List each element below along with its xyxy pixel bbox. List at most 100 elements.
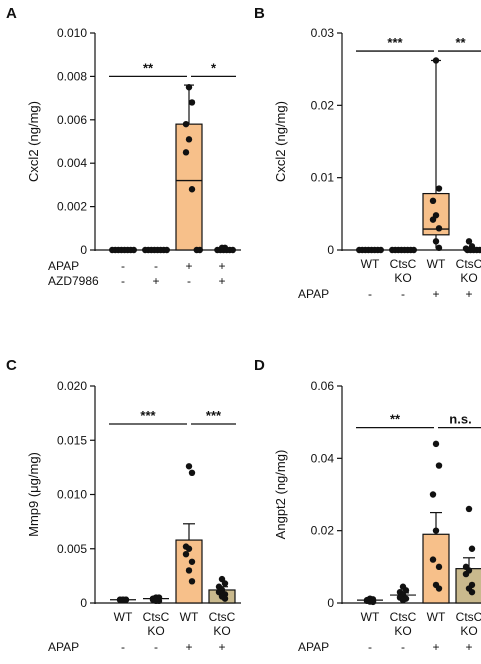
y-axis-label: Cxcl2 (ng/mg)	[273, 101, 288, 182]
significance-label: n.s.	[449, 412, 471, 427]
data-point	[185, 463, 193, 470]
y-tick-label: 0.010	[57, 26, 87, 40]
y-tick-label: 0	[327, 243, 334, 257]
y-tick-label: 0.01	[311, 171, 335, 185]
data-point	[435, 244, 443, 252]
y-tick-label: 0	[80, 596, 87, 610]
data-point	[468, 588, 476, 596]
x-category-label: KO	[394, 271, 411, 285]
data-point	[429, 197, 437, 205]
condition-value: -	[401, 640, 405, 654]
condition-value: -	[154, 259, 158, 273]
data-point	[188, 578, 196, 585]
data-point	[221, 595, 229, 602]
panel-letter-C: C	[6, 357, 17, 374]
x-category-label: CtsC	[390, 610, 417, 624]
y-tick-label: 0.010	[57, 488, 87, 502]
x-category-label: WT	[180, 610, 199, 624]
significance-label: **	[390, 412, 401, 427]
condition-label: APAP	[48, 640, 79, 654]
condition-value: +	[218, 640, 225, 654]
condition-value: -	[121, 259, 125, 273]
y-tick-label: 0.02	[311, 524, 335, 538]
data-point	[185, 84, 193, 91]
condition-label: AZD7986	[48, 274, 99, 288]
data-point	[435, 462, 443, 469]
y-tick-label: 0	[80, 243, 87, 257]
data-point	[476, 246, 481, 254]
condition-value: +	[465, 287, 472, 301]
data-point	[410, 246, 417, 254]
data-point	[188, 469, 196, 476]
data-point	[432, 57, 440, 64]
condition-value: -	[121, 274, 125, 288]
x-category-label: CtsC	[143, 610, 170, 624]
data-point	[402, 587, 410, 594]
bar-2	[422, 533, 450, 604]
data-point	[429, 556, 437, 563]
data-point	[182, 120, 190, 128]
data-point	[432, 238, 440, 245]
condition-value: -	[121, 640, 125, 654]
condition-label: APAP	[298, 287, 329, 301]
significance-label: ***	[206, 408, 222, 423]
y-axis-label: Mmp9 (μg/mg)	[26, 452, 41, 537]
condition-value: +	[432, 640, 439, 654]
data-point	[196, 246, 203, 254]
condition-label: APAP	[298, 640, 329, 654]
data-point	[185, 545, 193, 552]
x-category-label: KO	[460, 624, 477, 638]
y-tick-label: 0.004	[57, 156, 87, 170]
data-point	[429, 216, 437, 223]
condition-value: +	[432, 287, 439, 301]
condition-value: +	[185, 259, 192, 273]
data-point	[399, 596, 407, 604]
box-2	[175, 123, 203, 251]
data-point	[229, 246, 236, 254]
data-point	[221, 580, 229, 587]
x-category-label: KO	[460, 271, 477, 285]
significance-label: ***	[140, 408, 156, 423]
data-point	[188, 186, 196, 193]
y-tick-label: 0.006	[57, 113, 87, 127]
x-category-label: KO	[394, 624, 411, 638]
significance-label: **	[143, 60, 154, 75]
data-point	[182, 550, 190, 558]
significance-label: **	[455, 35, 466, 50]
x-category-label: WT	[361, 610, 380, 624]
data-point	[465, 238, 473, 245]
data-point	[119, 596, 127, 603]
condition-value: +	[152, 274, 159, 288]
data-point	[188, 99, 196, 106]
data-point	[432, 440, 440, 448]
y-axis-label: Angpt2 (ng/mg)	[273, 450, 288, 540]
condition-label: APAP	[48, 259, 79, 273]
significance-label: ***	[387, 35, 403, 50]
data-point	[188, 558, 196, 565]
condition-value: -	[368, 640, 372, 654]
data-point	[468, 545, 476, 552]
y-tick-label: 0.002	[57, 200, 87, 214]
y-tick-label: 0.020	[57, 379, 87, 393]
data-point	[182, 149, 190, 156]
significance-label: *	[211, 60, 217, 75]
x-category-label: WT	[114, 610, 133, 624]
y-tick-label: 0.04	[311, 451, 335, 465]
data-point	[435, 563, 443, 571]
condition-value: +	[218, 259, 225, 273]
data-point	[130, 246, 137, 254]
x-category-label: KO	[213, 624, 230, 638]
panel-letter-B: B	[254, 5, 265, 22]
data-point	[185, 136, 193, 143]
condition-value: -	[401, 287, 405, 301]
data-point	[432, 527, 440, 534]
y-tick-label: 0.008	[57, 69, 87, 83]
data-point	[377, 246, 384, 254]
x-category-label: CtsC	[456, 610, 481, 624]
y-tick-label: 0.02	[311, 98, 335, 112]
condition-value: -	[187, 274, 191, 288]
condition-value: +	[185, 640, 192, 654]
y-tick-label: 0.03	[311, 26, 335, 40]
y-tick-label: 0	[327, 596, 334, 610]
